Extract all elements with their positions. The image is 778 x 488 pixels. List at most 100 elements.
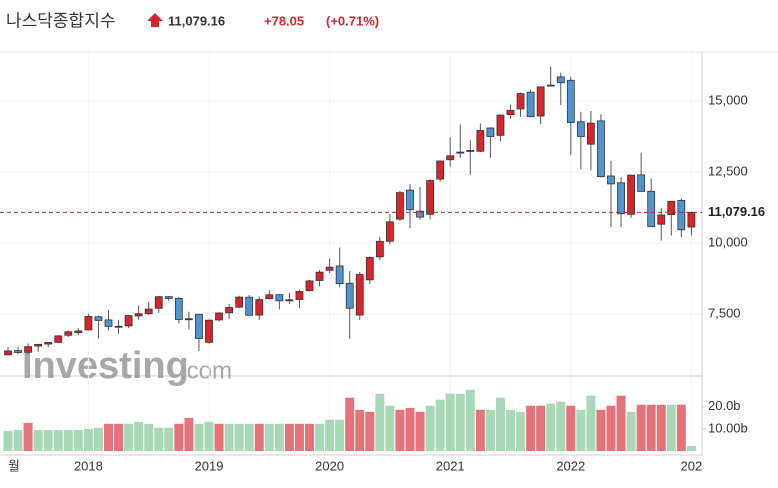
candle-body <box>44 342 53 345</box>
volume-bar <box>616 395 626 451</box>
volume-bar <box>365 411 375 451</box>
candle-body <box>104 319 113 327</box>
volume-bar <box>556 401 566 451</box>
candle-body <box>255 299 264 316</box>
volume-bar <box>686 445 696 451</box>
volume-bar <box>244 423 254 451</box>
candle-body <box>506 109 515 116</box>
volume-bar <box>154 427 164 451</box>
candle-body <box>556 76 565 84</box>
candle-body <box>375 240 384 258</box>
candle-body <box>426 180 435 215</box>
volume-bar <box>536 405 546 451</box>
volume-bar <box>596 409 606 451</box>
chart-title: 나스닥종합지수 <box>6 11 115 30</box>
candle-body <box>345 282 354 309</box>
candle-body <box>184 318 193 321</box>
volume-bar <box>335 419 345 451</box>
x-tick-label: 2018 <box>74 458 103 473</box>
candle-body <box>436 160 445 180</box>
candle-body <box>64 331 73 336</box>
candle-body <box>164 296 173 299</box>
price-change: +78.05 <box>264 13 304 28</box>
volume-bar <box>405 407 415 451</box>
volume-bar <box>63 429 73 451</box>
candle-body <box>677 199 686 231</box>
volume-bar <box>174 423 184 451</box>
volume-bar <box>666 404 676 451</box>
candle-body <box>144 308 153 315</box>
candle-body <box>174 297 183 320</box>
volume-bar <box>465 389 475 451</box>
x-tick-label: 202 <box>681 458 703 473</box>
volume-bar <box>164 427 174 451</box>
candle-body <box>205 319 213 343</box>
volume-bar <box>576 409 586 451</box>
candle-body <box>516 93 525 110</box>
volume-bar <box>284 423 294 451</box>
candle-body <box>396 192 404 220</box>
candle-body <box>305 280 314 292</box>
candle-body <box>476 130 485 152</box>
candle-body <box>385 221 394 242</box>
x-tick-label: 2021 <box>436 458 465 473</box>
candle-body <box>74 330 83 334</box>
volume-bar <box>204 421 214 451</box>
up-arrow-icon <box>147 13 163 27</box>
volume-bar <box>294 423 304 451</box>
candle-body <box>546 84 555 87</box>
candle-body <box>4 350 12 356</box>
volume-bar <box>114 423 124 451</box>
volume-bar <box>184 417 194 451</box>
candle-body <box>225 307 234 314</box>
candle-body <box>536 86 545 117</box>
candle-body <box>456 151 465 154</box>
candle-body <box>657 214 666 225</box>
volume-bar <box>375 393 385 451</box>
volume-bar <box>274 423 284 451</box>
candle-body <box>275 294 284 302</box>
candle-body <box>265 294 274 300</box>
candle-body <box>667 200 676 215</box>
price-change-pct: (+0.71%) <box>326 13 379 28</box>
volume-bar <box>566 405 576 451</box>
volume-bar <box>73 429 83 451</box>
volume-tick-label: 20.0b <box>708 398 741 413</box>
y-tick-label: 12,500 <box>708 163 748 178</box>
volume-bar <box>144 423 154 451</box>
x-tick-label: 2022 <box>556 458 585 473</box>
candle-body <box>526 91 535 118</box>
y-tick-label: 10,000 <box>708 234 748 249</box>
candle-body <box>466 150 475 152</box>
last-price: 11,079.16 <box>168 13 225 28</box>
watermark-suffix: .com <box>180 357 232 384</box>
volume-bar <box>385 405 395 451</box>
candle-body <box>566 79 575 123</box>
volume-bar <box>3 430 13 451</box>
candle-body <box>114 325 123 328</box>
candle-body <box>627 174 635 215</box>
volume-bar <box>264 423 274 451</box>
candle-body <box>597 120 605 178</box>
volume-bar <box>224 423 234 451</box>
candle-body <box>335 265 344 285</box>
volume-bar <box>526 405 536 451</box>
volume-bar <box>646 404 656 451</box>
candle-body <box>94 316 103 321</box>
candle-body <box>34 343 43 347</box>
volume-bar <box>445 393 455 451</box>
volume-bar <box>546 403 556 451</box>
volume-bar <box>53 429 63 451</box>
candle-body <box>24 346 33 353</box>
candle-body <box>576 121 585 137</box>
watermark: Investing <box>22 345 189 387</box>
volume-bar <box>395 409 405 451</box>
volume-bar <box>83 428 93 451</box>
volume-bar <box>455 393 465 451</box>
volume-bar <box>33 429 43 451</box>
volume-tick-label: 10.00b <box>708 420 748 435</box>
x-tick-label: 2020 <box>315 458 344 473</box>
volume-bar <box>194 423 204 451</box>
candle-body <box>215 312 223 321</box>
volume-bar <box>495 397 505 451</box>
